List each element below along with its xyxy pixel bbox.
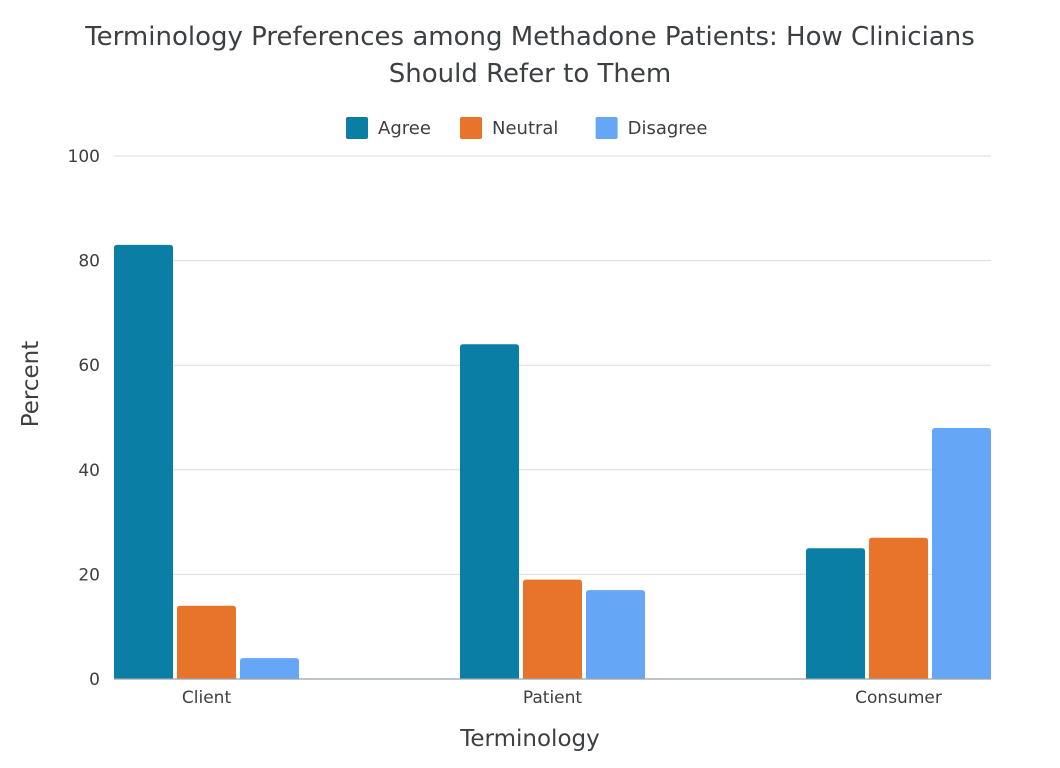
x-tick-label: Consumer (855, 688, 942, 708)
x-tick-label: Patient (523, 688, 583, 708)
bar-neutral-patient (523, 579, 582, 679)
legend-swatch-disagree (595, 117, 618, 139)
gridlines (114, 155, 991, 575)
y-tick-label: 60 (78, 356, 100, 376)
legend-label-agree: Agree (378, 118, 431, 139)
y-tick-label: 80 (78, 252, 100, 272)
legend-label-disagree: Disagree (628, 118, 708, 139)
y-tick-label: 40 (78, 461, 100, 481)
x-axis-title: Terminology (459, 726, 599, 752)
y-tick-label: 0 (89, 670, 100, 690)
bar-disagree-consumer (932, 427, 991, 679)
legend-swatch-neutral (460, 117, 482, 139)
legend: Agree Neutral Disagree (346, 117, 707, 139)
y-axis-title: Percent (18, 341, 44, 428)
bar-disagree-patient (586, 590, 645, 679)
bar-disagree-client (240, 658, 299, 679)
bar-neutral-consumer (869, 537, 928, 679)
chart-title-line-1: Terminology Preferences among Methadone … (84, 22, 975, 52)
y-tick-label: 20 (78, 565, 100, 585)
chart-title-line-2: Should Refer to Them (389, 59, 671, 89)
legend-label-neutral: Neutral (492, 118, 558, 139)
y-tick-label: 100 (68, 147, 100, 167)
x-tick-label: Client (182, 688, 232, 708)
bar-agree-consumer (806, 548, 865, 679)
x-axis-ticks: Client Patient Consumer (182, 688, 942, 708)
chart-title: Terminology Preferences among Methadone … (84, 22, 975, 89)
bar-agree-patient (460, 344, 519, 679)
bar-agree-client (114, 244, 173, 679)
bars (114, 244, 991, 679)
bar-neutral-client (177, 605, 236, 679)
y-axis-ticks: 0 20 40 60 80 100 (68, 147, 100, 690)
legend-swatch-agree (346, 117, 368, 139)
